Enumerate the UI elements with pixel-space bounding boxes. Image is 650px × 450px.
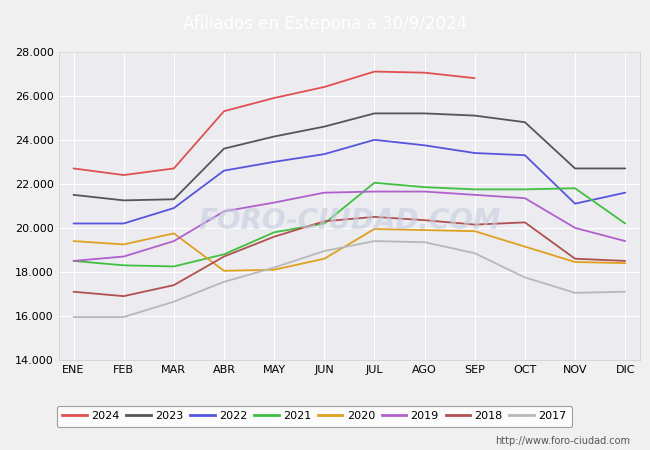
Text: FORO-CIUDAD.COM: FORO-CIUDAD.COM [198, 207, 500, 235]
Text: http://www.foro-ciudad.com: http://www.foro-ciudad.com [495, 436, 630, 446]
Text: Afiliados en Estepona a 30/9/2024: Afiliados en Estepona a 30/9/2024 [183, 14, 467, 33]
Legend: 2024, 2023, 2022, 2021, 2020, 2019, 2018, 2017: 2024, 2023, 2022, 2021, 2020, 2019, 2018… [57, 405, 572, 427]
